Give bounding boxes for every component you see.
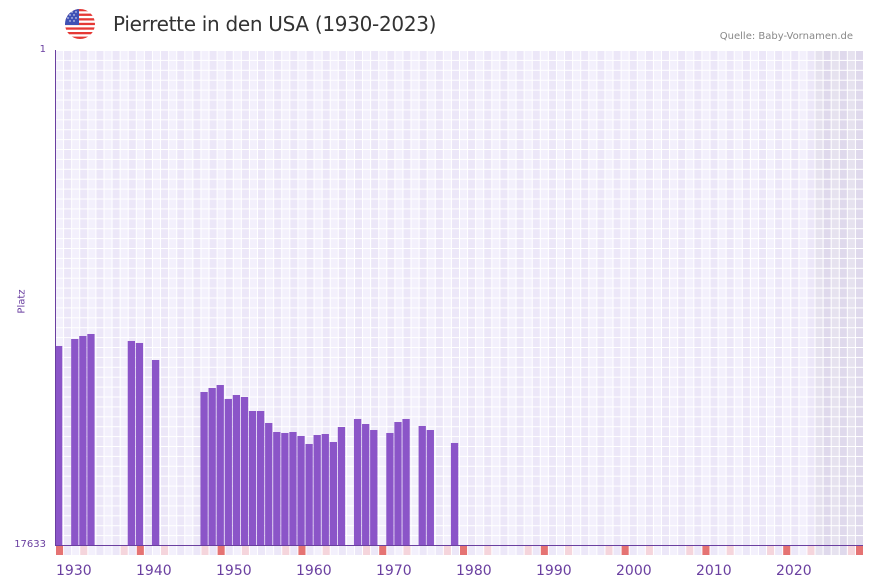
bar-1957 bbox=[273, 432, 281, 545]
bar-1963 bbox=[321, 433, 329, 545]
bar-1969 bbox=[370, 430, 378, 545]
bar-1955 bbox=[257, 411, 265, 545]
bar-1952 bbox=[232, 395, 241, 545]
bar-1949 bbox=[208, 387, 216, 545]
x-tick-2000: 2000 bbox=[616, 563, 652, 579]
x-tick-1950: 1950 bbox=[216, 563, 252, 579]
bar-1973 bbox=[402, 419, 410, 545]
bar-1975 bbox=[418, 425, 426, 545]
bar-1953 bbox=[240, 396, 249, 545]
bar-1950 bbox=[216, 385, 224, 545]
bar-1951 bbox=[224, 398, 232, 545]
bar-1956 bbox=[265, 422, 273, 545]
bar-1954 bbox=[248, 411, 257, 545]
bar-1939 bbox=[127, 340, 135, 545]
x-tick-1980: 1980 bbox=[456, 563, 492, 579]
bar-1948 bbox=[200, 391, 208, 545]
bar-1959 bbox=[289, 432, 297, 545]
bar-1962 bbox=[313, 435, 321, 545]
bar-1979 bbox=[450, 442, 459, 545]
bar-1932 bbox=[71, 338, 79, 545]
bar-1934 bbox=[87, 333, 95, 545]
bar-1971 bbox=[386, 432, 394, 545]
bar-1967 bbox=[353, 419, 362, 545]
bar-1972 bbox=[394, 422, 402, 545]
x-tick-2020: 2020 bbox=[776, 563, 812, 579]
chart-plot-area bbox=[55, 51, 863, 545]
bar-1930 bbox=[55, 345, 63, 545]
bar-1940 bbox=[135, 342, 144, 545]
x-axis-line bbox=[55, 545, 863, 546]
y-tick-top: 1 bbox=[39, 44, 46, 55]
bar-1942 bbox=[151, 359, 160, 545]
x-tick-1930: 1930 bbox=[56, 563, 92, 579]
x-tick-1970: 1970 bbox=[376, 563, 412, 579]
y-tick-bottom: 17633 bbox=[14, 539, 46, 550]
us-flag-icon bbox=[65, 9, 95, 39]
bar-1933 bbox=[79, 335, 87, 545]
bar-1964 bbox=[329, 441, 337, 545]
source-label: Quelle: Baby-Vornamen.de bbox=[719, 31, 853, 42]
x-tick-1940: 1940 bbox=[136, 563, 172, 579]
bar-1960 bbox=[297, 435, 305, 545]
bar-1965 bbox=[337, 427, 346, 545]
x-tick-1990: 1990 bbox=[536, 563, 572, 579]
chart-title: Pierrette in den USA (1930-2023) bbox=[113, 12, 437, 36]
bar-1968 bbox=[362, 424, 370, 545]
x-tick-2010: 2010 bbox=[696, 563, 732, 579]
y-axis-label: Platz bbox=[16, 289, 28, 314]
bar-1961 bbox=[305, 443, 313, 545]
y-axis-line bbox=[55, 50, 56, 546]
decade-markers bbox=[56, 546, 863, 555]
x-tick-1960: 1960 bbox=[296, 563, 332, 579]
bar-1958 bbox=[281, 432, 289, 545]
bar-1976 bbox=[426, 430, 434, 545]
